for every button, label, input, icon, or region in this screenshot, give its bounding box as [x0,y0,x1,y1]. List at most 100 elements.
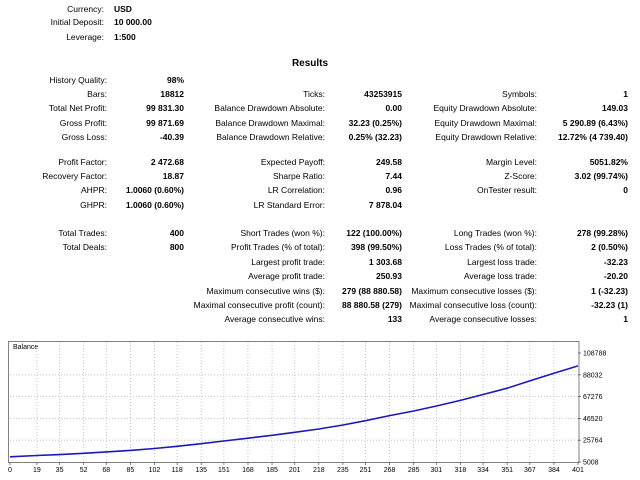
col3-label: Symbols: [502,89,537,99]
col3-label: Maximum consecutive losses ($): [411,286,537,296]
col1-label: Recovery Factor: [42,171,107,181]
col3-value: 1 [623,314,628,324]
col1-label: GHPR: [80,200,107,210]
col2-value: 249.58 [376,157,402,167]
x-tick-label: 268 [384,467,396,474]
col3-label: Loss Trades (% of total): [444,242,537,252]
chart-title: Balance [13,344,38,351]
col1-value: 18.87 [162,171,184,181]
col2-label: Balance Drawdown Relative: [216,132,325,142]
col3-value: -32.23 [603,257,628,267]
y-tick-label: 88032 [583,372,603,379]
col2-label: Average profit trade: [248,271,325,281]
col3-label: Equity Drawdown Relative: [435,132,537,142]
col2-label: Maximum consecutive wins ($): [206,286,325,296]
x-tick-label: 351 [501,467,513,474]
y-tick-label: 108788 [583,351,606,358]
col1-value: 98% [166,75,184,85]
x-tick-label: 367 [524,467,536,474]
col1-value: -40.39 [159,132,184,142]
col1-label: Total Deals: [62,242,107,252]
col2-value: 279 (88 880.58) [341,286,402,296]
col3-label: Equity Drawdown Absolute: [433,103,537,113]
col1-value: 800 [169,242,184,252]
col3-value: 1 (-32.23) [591,286,628,296]
col2-label: LR Standard Error: [253,200,325,210]
x-tick-label: 52 [80,467,88,474]
col1-value: 99 831.30 [146,103,184,113]
x-tick-label: 35 [56,467,64,474]
x-tick-label: 251 [360,467,372,474]
col2-value: 250.93 [376,271,402,281]
col2-label: Ticks: [303,89,325,99]
col2-value: 43253915 [364,89,402,99]
col2-value: 133 [387,314,402,324]
col3-value: 5051.82% [589,157,628,167]
col3-value: -32.23 (1) [591,300,628,310]
col3-label: Largest loss trade: [467,257,537,267]
col2-label: Profit Trades (% of total): [230,242,325,252]
y-tick-label: 46520 [583,416,603,423]
col2-label: Sharpe Ratio: [273,171,325,181]
x-tick-label: 201 [289,467,301,474]
col1-label: Total Net Profit: [48,103,107,113]
x-tick-label: 301 [431,467,443,474]
col3-label: Long Trades (won %): [453,228,537,238]
x-tick-label: 401 [572,467,584,474]
col3-label: OnTester result: [477,185,537,195]
x-tick-label: 102 [149,467,161,474]
y-tick-label: 5008 [583,460,599,467]
x-tick-label: 135 [195,467,207,474]
col2-label: Expected Payoff: [260,157,325,167]
col1-value: 1.0060 (0.60%) [125,200,184,210]
col3-label: Average loss trade: [463,271,537,281]
col3-value: 0 [623,185,628,195]
col3-value: -20.20 [603,271,628,281]
col2-value: 1 303.68 [368,257,402,267]
x-tick-label: 285 [408,467,420,474]
col3-label: Margin Level: [485,157,537,167]
x-tick-label: 151 [218,467,230,474]
col3-label: Z-Score: [504,171,537,181]
currency-label: Currency: [67,4,104,14]
col1-value: 99 871.69 [146,118,184,128]
leverage-value: 1:500 [114,32,136,42]
col1-value: 400 [169,228,184,238]
col2-label: LR Correlation: [267,185,325,195]
col3-value: 5 290.89 (6.43%) [562,118,628,128]
deposit-value: 10 000.00 [114,17,152,27]
col2-value: 0.96 [385,185,402,195]
balance-line [9,365,579,458]
col2-value: 7 878.04 [368,200,402,210]
y-tick-label: 67276 [583,394,603,401]
col1-value: 1.0060 (0.60%) [125,185,184,195]
col3-value: 3.02 (99.74%) [574,171,628,181]
balance-chart: Balance 5008 25764 46520 67276 88032 108788 0 19… [8,341,606,474]
x-tick-label: 85 [127,467,135,474]
x-tick-label: 19 [33,467,41,474]
col1-label: AHPR: [81,185,107,195]
col3-label: Average consecutive losses: [429,314,537,324]
leverage-label: Leverage: [66,32,104,42]
x-tick-label: 318 [455,467,467,474]
col2-value: 398 (99.50%) [350,242,402,252]
x-tick-label: 68 [102,467,110,474]
y-tick-label: 25764 [583,438,603,445]
col2-label: Balance Drawdown Absolute: [214,103,325,113]
col3-value: 1 [623,89,628,99]
deposit-label: Initial Deposit: [50,17,104,27]
col2-label: Largest profit trade: [251,257,325,267]
x-tick-label: 185 [266,467,278,474]
col3-value: 12.72% (4 739.40) [558,132,628,142]
col1-label: History Quality: [49,75,107,85]
x-tick-label: 168 [242,467,254,474]
col2-value: 0.25% (32.23) [348,132,402,142]
col2-label: Maximal consecutive profit (count): [193,300,325,310]
col2-value: 0.00 [385,103,402,113]
col1-label: Profit Factor: [58,157,107,167]
x-tick-label: 384 [548,467,560,474]
col2-value: 88 880.58 (279) [341,300,402,310]
col3-value: 149.03 [602,103,628,113]
x-tick-label: 118 [172,467,183,474]
col1-value: 18812 [160,89,184,99]
